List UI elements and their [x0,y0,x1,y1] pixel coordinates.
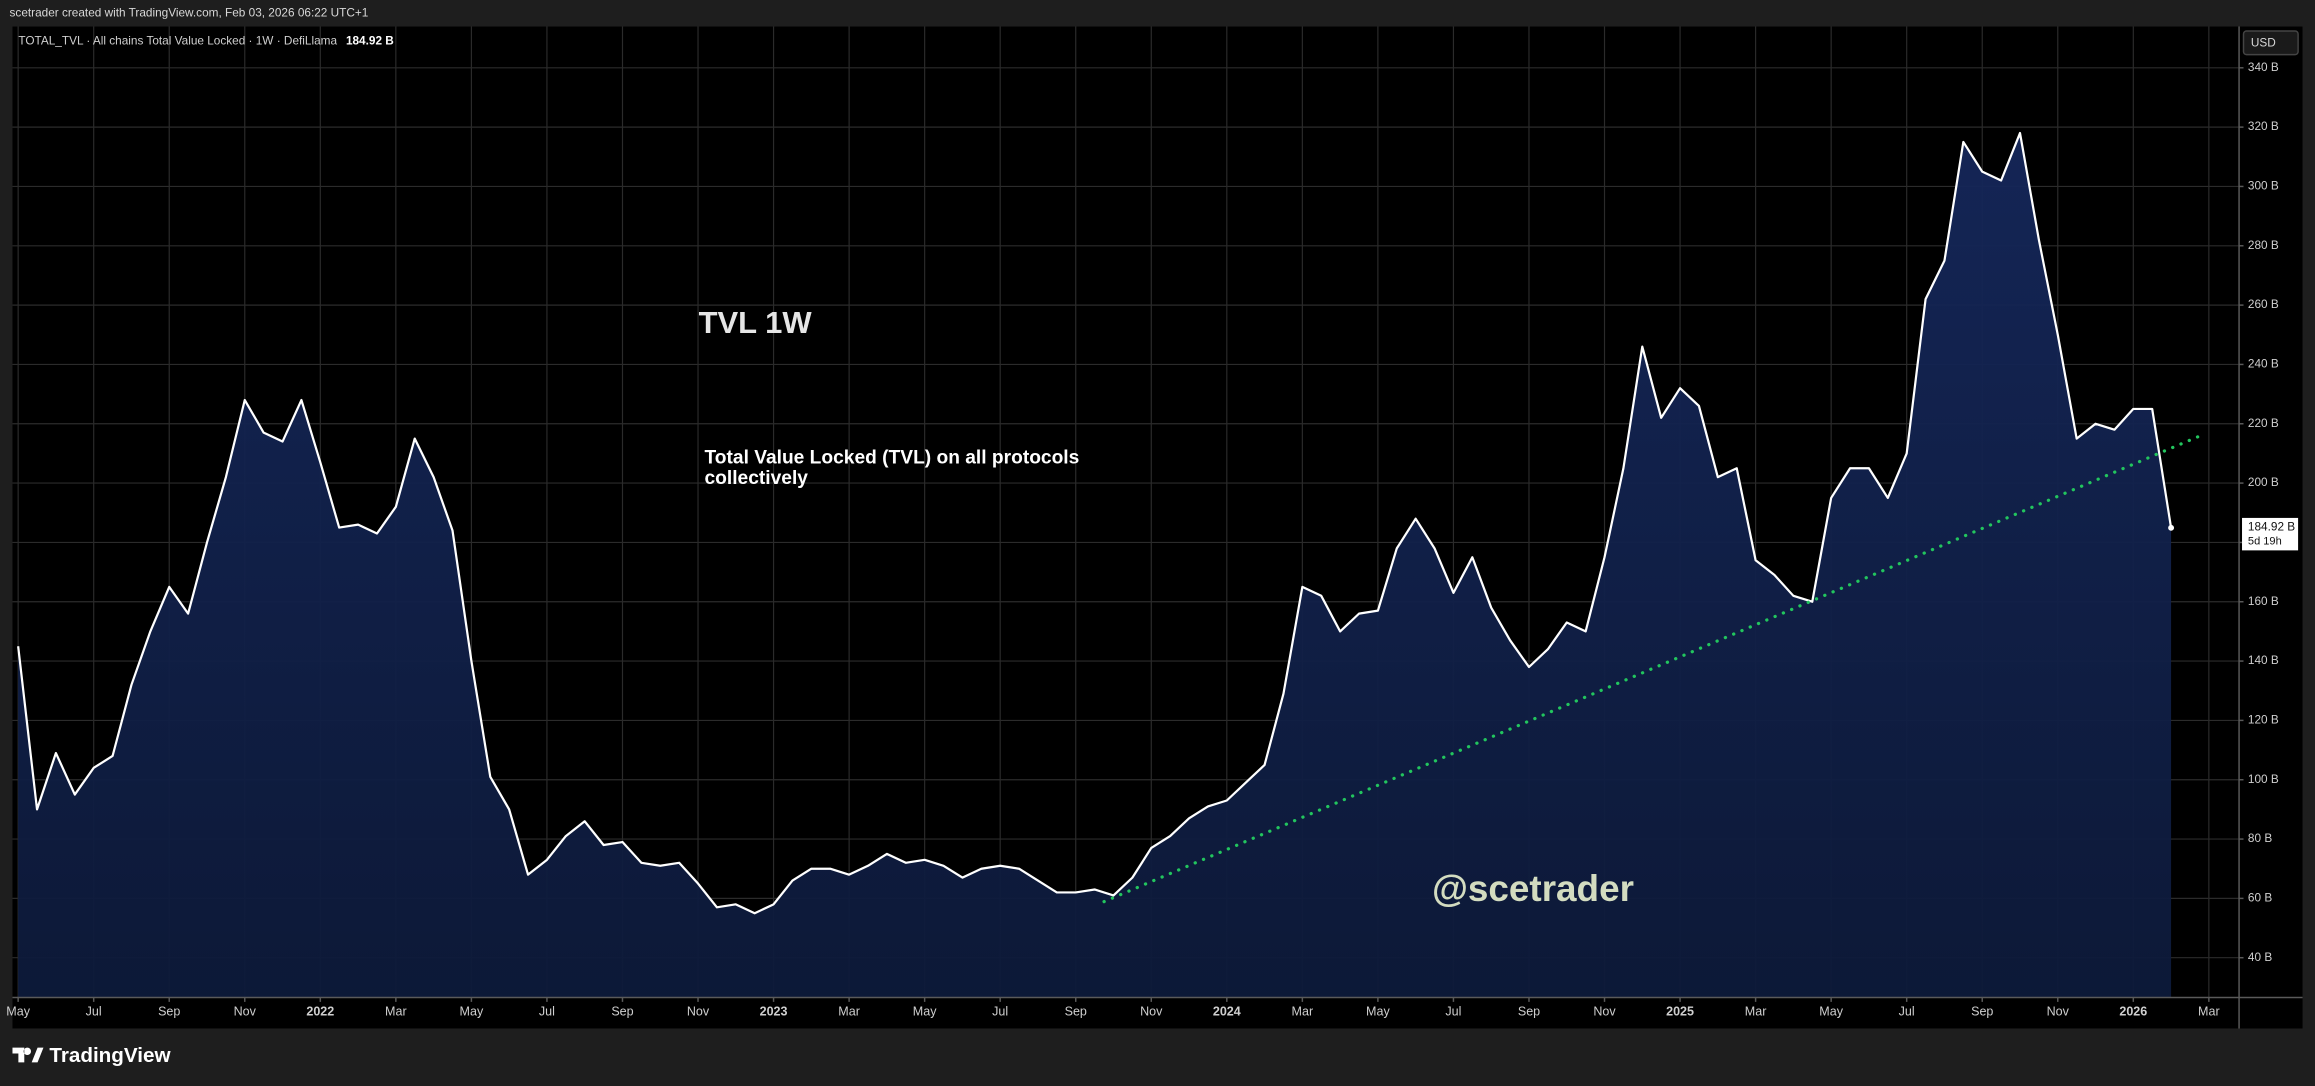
subtitle-box: Total Value Locked (TVL) on all protocol… [704,447,1080,489]
x-tick-label: Jul [539,1005,555,1019]
y-tick-label: 60 B [2248,890,2272,904]
x-tick-label: 2022 [306,1005,334,1019]
line [17,131,2173,915]
chart-subtitle: Total Value Locked (TVL) on all protocol… [704,447,1080,489]
y-tick-label: 340 B [2248,60,2279,74]
y-tick-label: 80 B [2248,831,2272,845]
x-tick-label: 2025 [1666,1005,1694,1019]
x-tick-label: May [913,1005,937,1019]
y-tick-label: 40 B [2248,950,2272,964]
x-tick-label: Sep [1518,1005,1540,1019]
y-tick-label: 120 B [2248,713,2279,727]
last-point [2168,524,2175,531]
currency[interactable]: USD [2251,36,2276,50]
x-tick-label: Mar [838,1005,860,1019]
x-tick-label: May [1819,1005,1843,1019]
y-tick-label: 220 B [2248,416,2279,430]
credit: scetrader created with TradingView.com, … [10,5,369,19]
x-tick-label: May [1366,1005,1390,1019]
x-tick-label: Sep [1971,1005,1993,1019]
logo-text: TradingView [49,1044,171,1067]
x-tick-label: Nov [234,1005,257,1019]
legend-label: TOTAL_TVL · All chains Total Value Locke… [18,33,337,47]
y-tick-label: 280 B [2248,238,2279,252]
x-tick-label: Nov [2047,1005,2070,1019]
y-tick-label: 320 B [2248,119,2279,133]
last-value-label: 184.92 B [2248,520,2295,534]
x-tick-label: Nov [687,1005,710,1019]
x-tick-label: May [460,1005,484,1019]
x-tick-label: Mar [385,1005,407,1019]
x-tick-label: Mar [1745,1005,1767,1019]
x-tick-label: Nov [1593,1005,1616,1019]
x-tick-label: 2024 [1213,1005,1241,1019]
x-tick-label: Nov [1140,1005,1163,1019]
x-axis-area [12,997,2303,1029]
y-tick-label: 160 B [2248,594,2279,608]
x-tick-label: 2023 [760,1005,788,1019]
x-tick-label: Sep [1065,1005,1087,1019]
x-tick-label: 2026 [2119,1005,2147,1019]
y-tick-label: 300 B [2248,179,2279,193]
trendline [1102,433,2203,904]
x-tick-label: Jul [1899,1005,1915,1019]
y-tick-label: 100 B [2248,772,2279,786]
x-tick-label: Mar [1292,1005,1314,1019]
y-tick-label: 260 B [2248,297,2279,311]
countdown: 5d 19h [2248,535,2282,547]
y-tick-label: 200 B [2248,475,2279,489]
currency-box[interactable] [2242,30,2299,56]
area-fill [18,133,2172,998]
y-tick-label: 240 B [2248,357,2279,371]
watermark: @scetrader [1432,868,1634,909]
y-tick-label: 140 B [2248,653,2279,667]
x-tick-label: Mar [2198,1005,2220,1019]
legend-value: 184.92 B [346,33,394,47]
chart-title: TVL 1W [699,305,813,340]
plot [17,131,2203,998]
x-tick-label: Jul [992,1005,1008,1019]
x-tick-label: May [6,1005,30,1019]
x-tick-label: Jul [86,1005,102,1019]
x-tick-label: Jul [1445,1005,1461,1019]
x-tick-label: Sep [158,1005,180,1019]
logo-icon [12,1047,44,1063]
x-tick-label: Sep [611,1005,633,1019]
last-value-box [2242,517,2299,551]
logo: TradingView [12,1044,172,1067]
